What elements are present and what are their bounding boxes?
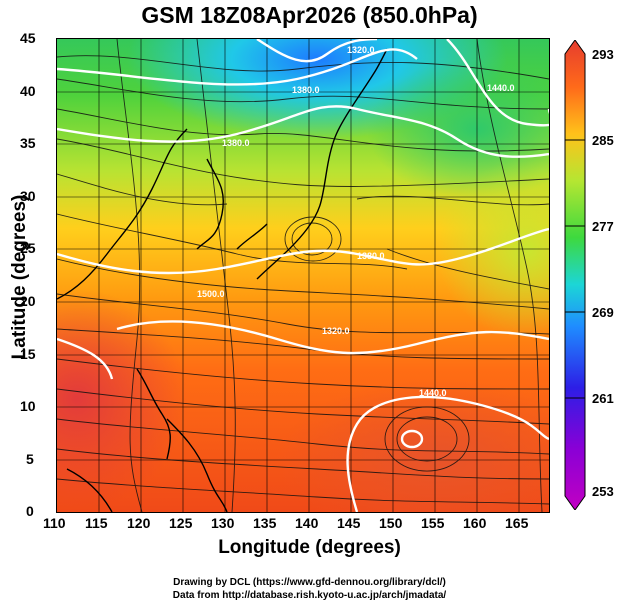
lat-lon-grid <box>57 39 549 512</box>
y-axis-label: Latitude (degrees) <box>9 194 30 360</box>
x-tick: 165 <box>505 515 529 531</box>
credit-drawing: Drawing by DCL (https://www.gfd-dennou.o… <box>173 577 446 588</box>
credit-data: Data from http://database.rish.kyoto-u.a… <box>172 590 447 601</box>
contour-labels: 1320.0 1380.0 1440.0 1500.0 1320.0 1380.… <box>197 45 515 398</box>
colorbar-tick: 293 <box>592 47 614 62</box>
x-tick: 135 <box>253 515 277 531</box>
x-tick: 120 <box>127 515 151 531</box>
y-tick: 25 <box>20 240 36 256</box>
x-tick: 160 <box>463 515 487 531</box>
y-tick: 10 <box>20 398 36 414</box>
y-tick: 40 <box>20 83 36 99</box>
chart-title: GSM 18Z08Apr2026 (850.0hPa) <box>141 2 478 28</box>
x-tick: 150 <box>379 515 403 531</box>
contour-label: 1380.0 <box>292 85 320 95</box>
streamlines <box>57 39 549 512</box>
x-tick: 125 <box>169 515 193 531</box>
contour-label: 1440.0 <box>419 388 447 398</box>
y-tick: 5 <box>26 451 34 467</box>
y-tick: 20 <box>20 293 36 309</box>
contour-label: 1320.0 <box>322 326 350 336</box>
x-axis-label: Longitude (degrees) <box>218 537 401 558</box>
contour-label: 1320.0 <box>347 45 375 55</box>
y-tick: 35 <box>20 135 36 151</box>
y-tick: 0 <box>26 503 34 519</box>
x-tick: 130 <box>211 515 235 531</box>
y-tick: 45 <box>20 30 36 46</box>
y-tick: 30 <box>20 188 36 204</box>
colorbar-tick: 285 <box>592 133 614 148</box>
x-tick: 155 <box>421 515 445 531</box>
x-tick: 110 <box>43 515 66 531</box>
colorbar-tick: 253 <box>592 484 614 499</box>
colorbar-tick: 277 <box>592 219 614 234</box>
height-contours <box>57 39 549 512</box>
map-panel: 1320.0 1380.0 1440.0 1500.0 1320.0 1380.… <box>56 38 550 513</box>
contour-label: 1440.0 <box>487 83 515 93</box>
x-tick: 145 <box>337 515 361 531</box>
contour-label: 1380.0 <box>222 138 250 148</box>
colorbar <box>564 40 586 510</box>
temperature-field: 1320.0 1380.0 1440.0 1500.0 1320.0 1380.… <box>57 39 549 512</box>
x-tick: 115 <box>85 515 108 531</box>
contour-label: 1500.0 <box>197 289 225 299</box>
colorbar-tick: 261 <box>592 391 614 406</box>
contour-label: 1380.0 <box>357 251 385 261</box>
x-tick: 140 <box>295 515 319 531</box>
colorbar-tick: 269 <box>592 305 614 320</box>
y-tick: 15 <box>20 346 36 362</box>
coastlines <box>57 48 388 512</box>
